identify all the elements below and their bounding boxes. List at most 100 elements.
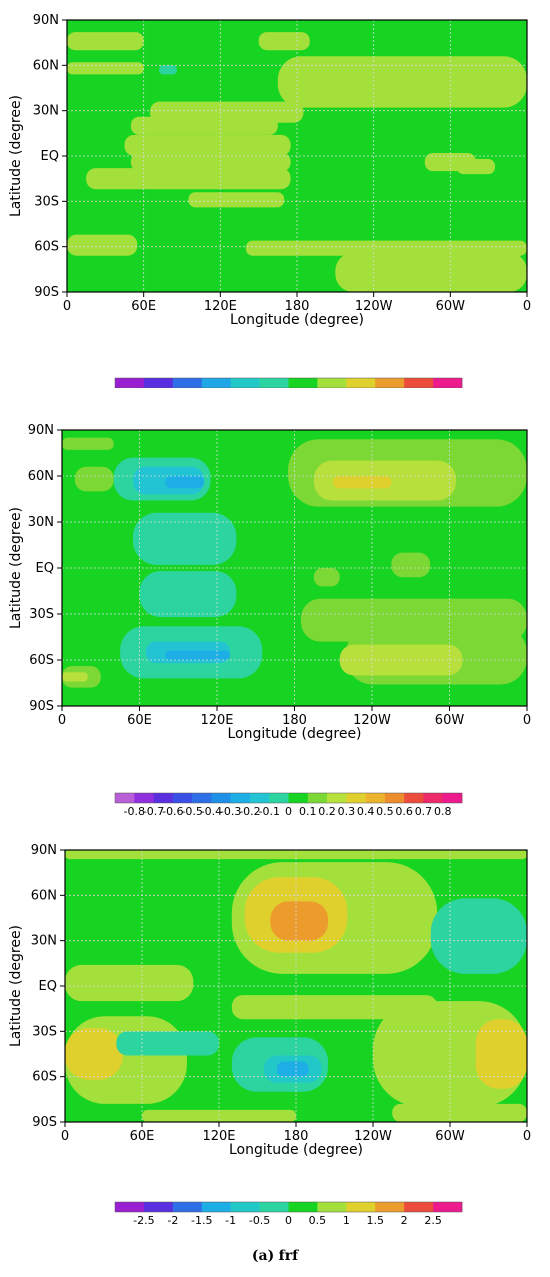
colorbar-swatch — [433, 1202, 463, 1212]
contour-region — [133, 512, 237, 565]
colorbar-swatch — [288, 378, 318, 388]
colorbar-swatch — [404, 793, 424, 803]
x-tick-label: 0 — [523, 713, 531, 728]
colorbar-label: -0.4 — [201, 805, 222, 818]
contour-region — [276, 1061, 309, 1077]
colorbar-swatch — [172, 1202, 203, 1212]
colorbar-swatch — [288, 1202, 318, 1212]
colorbar-swatch — [423, 793, 444, 803]
colorbar-swatch — [134, 793, 154, 803]
contour-region — [74, 466, 114, 492]
y-tick-label: 90N — [31, 843, 57, 858]
colorbar-label: -0.3 — [220, 805, 241, 818]
contour-region — [188, 192, 285, 208]
colorbar-swatch — [259, 378, 289, 388]
contour-region — [65, 964, 194, 1002]
y-tick-label: 60N — [28, 469, 54, 484]
colorbar-label: -0.7 — [143, 805, 164, 818]
colorbar-swatch — [115, 1202, 145, 1212]
x-tick-label: 60E — [130, 1129, 155, 1144]
colorbar-label: 0.6 — [395, 805, 413, 818]
figure-caption: (a) frf — [0, 1248, 550, 1264]
x-tick-label: 120E — [202, 1129, 235, 1144]
colorbar-label: -0.5 — [249, 1214, 270, 1227]
colorbar-label: -0.8 — [124, 805, 145, 818]
contour-region — [165, 650, 230, 660]
colorbar-swatch — [115, 793, 135, 803]
contour-region — [475, 1019, 527, 1089]
y-tick-label: 60S — [34, 240, 59, 255]
x-tick-label: 0 — [523, 1129, 531, 1144]
colorbar-label: -2 — [167, 1214, 178, 1227]
colorbar-swatch — [375, 378, 405, 388]
x-tick-label: 120W — [355, 299, 393, 314]
colorbar-swatch — [211, 793, 231, 803]
y-tick-label: 90S — [32, 1115, 57, 1130]
colorbar-swatch — [201, 378, 231, 388]
x-tick-label: 60W — [436, 299, 466, 314]
contour-region — [258, 32, 310, 51]
y-tick-label: EQ — [41, 149, 59, 164]
y-tick-label: 30S — [29, 607, 54, 622]
contour-region — [313, 568, 340, 587]
contour-region — [392, 1103, 527, 1122]
y-tick-label: 30N — [33, 104, 59, 119]
caption-label: (a) — [251, 1248, 275, 1264]
colorbar-label: -0.2 — [239, 805, 260, 818]
colorbar-swatch — [404, 1202, 434, 1212]
colorbar-frame — [114, 1201, 463, 1213]
colorbar-label: 1 — [343, 1214, 350, 1227]
chart-2-svg: 0 60E 120E 180 120W 60W 0 90N 60N 30N EQ 30S 60S 90S L… — [8, 423, 531, 818]
y-tick-label: EQ — [39, 979, 57, 994]
contour-region — [456, 159, 496, 175]
contour-region — [67, 32, 144, 51]
x-tick-label: 60E — [131, 299, 156, 314]
colorbar-swatch — [346, 378, 376, 388]
colorbar-swatch — [346, 793, 366, 803]
colorbar-label: 2.5 — [424, 1214, 442, 1227]
y-tick-label: 30N — [28, 515, 54, 530]
colorbar-swatch — [201, 1202, 231, 1212]
contour-region — [270, 901, 329, 941]
colorbar-label: -2.5 — [133, 1214, 154, 1227]
y-axis-title: Latitude (degree) — [8, 507, 24, 629]
colorbar-frame — [114, 377, 463, 388]
colorbar-swatch — [327, 793, 347, 803]
x-tick-label: 180 — [284, 1129, 309, 1144]
colorbar-swatch — [269, 793, 289, 803]
colorbar-swatch — [384, 793, 405, 803]
colorbar-swatch — [365, 793, 386, 803]
contour-region — [245, 240, 527, 256]
colorbar-label: 0.3 — [338, 805, 356, 818]
colorbar-swatch — [442, 793, 463, 803]
contour-region — [124, 134, 291, 156]
contour-region — [130, 152, 291, 172]
x-tick-label: 0 — [523, 299, 531, 314]
contour-region — [130, 116, 278, 135]
colorbar-swatch — [375, 1202, 405, 1212]
x-tick-label: 60W — [435, 713, 465, 728]
colorbar-swatch — [143, 1202, 174, 1212]
y-tick-label: 90S — [34, 285, 59, 300]
chart-panel-2: 0 60E 120E 180 120W 60W 0 90N 60N 30N EQ 30S 60S 90S L… — [0, 418, 550, 818]
contour-region — [430, 898, 527, 974]
colorbar-label: 0 — [285, 805, 292, 818]
chart-1-svg: 0 60E 120E 180 120W 60W 0 90N 60N 30N EQ 30S 60S 90S L… — [8, 13, 531, 388]
colorbar-swatch — [307, 793, 328, 803]
contour-region — [333, 476, 392, 489]
colorbar-label: -1 — [225, 1214, 236, 1227]
colorbar-frame — [114, 792, 463, 804]
colorbar-label: -0.6 — [162, 805, 183, 818]
colorbar-swatch — [172, 793, 193, 803]
y-tick-label: 30S — [34, 194, 59, 209]
colorbar-label: 0.8 — [434, 805, 452, 818]
x-tick-label: 60W — [435, 1129, 465, 1144]
x-tick-label: 0 — [63, 299, 71, 314]
contour-region — [86, 168, 291, 190]
colorbar-label: 0.7 — [415, 805, 433, 818]
caption-name: frf — [278, 1248, 299, 1264]
contour-region — [159, 65, 177, 75]
x-tick-label: 180 — [282, 713, 307, 728]
x-tick-label: 120W — [354, 1129, 392, 1144]
contour-region — [391, 552, 431, 578]
